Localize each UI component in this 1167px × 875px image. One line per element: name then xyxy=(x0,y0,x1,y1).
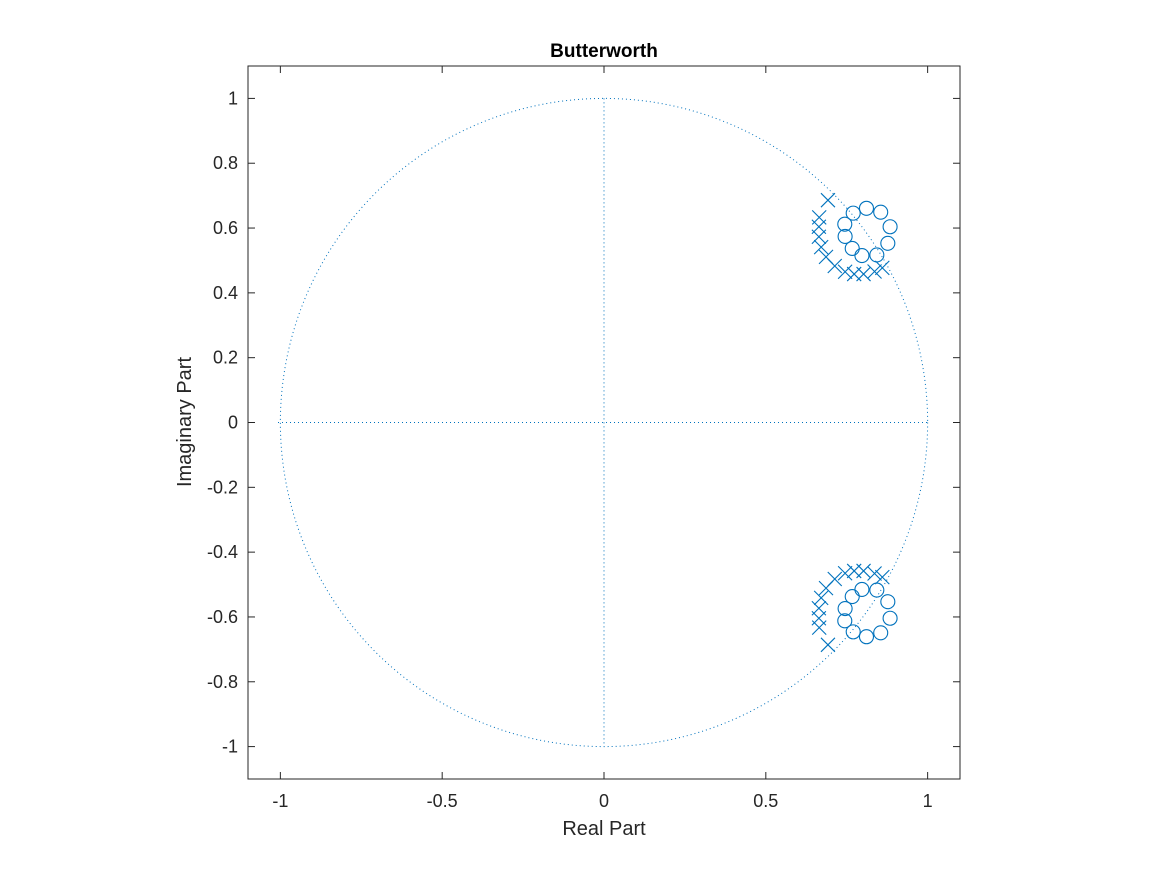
axis-ticks xyxy=(248,66,960,779)
pole-marker xyxy=(867,566,882,581)
poles-series xyxy=(811,192,890,653)
zero-marker xyxy=(845,624,861,640)
zero-marker xyxy=(837,613,853,629)
zero-marker xyxy=(858,629,875,645)
pole-marker xyxy=(867,264,882,279)
y-tick-label: -0.6 xyxy=(207,607,238,627)
y-tick-label: 0.4 xyxy=(213,283,238,303)
y-tick-label: 0.2 xyxy=(213,348,238,368)
y-tick-label: -0.2 xyxy=(207,477,238,497)
zero-marker xyxy=(880,594,896,610)
zero-marker xyxy=(837,600,853,617)
unit-circle-group xyxy=(279,97,929,748)
y-tick-label: -0.4 xyxy=(207,542,238,562)
pole-marker xyxy=(827,258,843,274)
pole-marker xyxy=(827,571,843,587)
pole-marker xyxy=(837,264,853,280)
pole-marker xyxy=(837,565,853,581)
x-axis-label: Real Part xyxy=(562,818,646,840)
unit-circle xyxy=(279,97,929,748)
x-tick-label: 0.5 xyxy=(753,791,778,811)
zero-marker xyxy=(882,219,898,235)
pole-marker xyxy=(874,569,890,585)
pole-marker xyxy=(820,192,836,208)
pole-marker xyxy=(820,637,836,653)
x-tick-label: -0.5 xyxy=(427,791,458,811)
y-tick-labels: 1 0.8 0.6 0.4 0.2 0 -0.2 -0.4 -0.6 -0.8 -1 xyxy=(207,88,238,756)
x-tick-label: 1 xyxy=(923,791,933,811)
pole-marker xyxy=(811,600,827,616)
x-tick-label: -1 xyxy=(272,791,288,811)
zero-marker xyxy=(873,625,889,641)
zero-marker xyxy=(854,248,870,264)
y-tick-label: 0.8 xyxy=(213,153,238,173)
reference-lines xyxy=(278,98,930,747)
zero-marker xyxy=(854,581,870,597)
zero-marker xyxy=(882,610,898,626)
pole-marker xyxy=(813,590,829,606)
zero-marker xyxy=(844,588,860,605)
pole-marker xyxy=(874,260,890,276)
zero-marker xyxy=(845,205,861,221)
y-axis-label: Imaginary Part xyxy=(174,357,196,487)
zero-marker xyxy=(837,228,853,245)
y-tick-label: 0 xyxy=(228,413,238,433)
y-tick-label: -1 xyxy=(222,737,238,757)
zero-marker xyxy=(837,216,853,232)
pole-marker xyxy=(811,229,827,245)
pole-marker xyxy=(813,239,829,255)
chart-title: Butterworth xyxy=(550,41,658,62)
x-tick-labels: -1 -0.5 0 0.5 1 xyxy=(272,791,932,811)
y-tick-label: -0.8 xyxy=(207,672,238,692)
zero-marker xyxy=(880,235,896,251)
y-tick-label: 1 xyxy=(228,88,238,108)
pole-marker xyxy=(856,563,871,579)
zero-marker xyxy=(873,204,889,220)
pole-marker xyxy=(856,266,871,282)
zero-marker xyxy=(844,240,860,257)
zero-marker xyxy=(858,200,875,216)
y-tick-label: 0.6 xyxy=(213,218,238,238)
x-tick-label: 0 xyxy=(599,791,609,811)
